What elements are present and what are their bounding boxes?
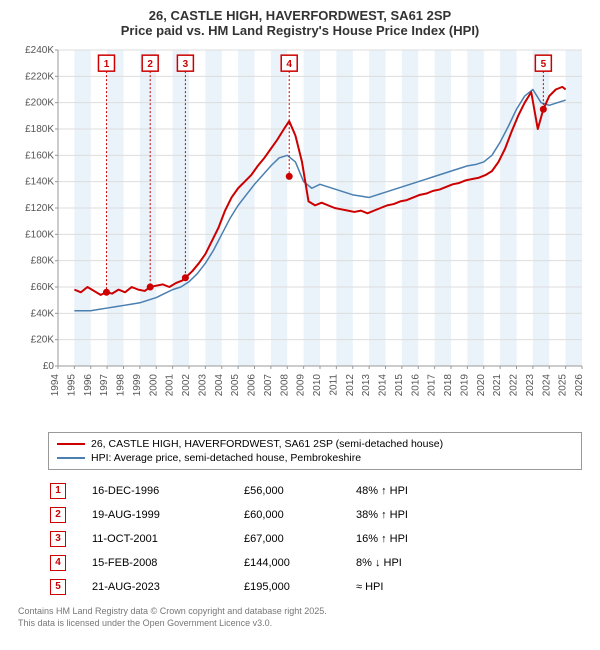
svg-text:£80K: £80K: [31, 256, 55, 267]
svg-text:2015: 2015: [394, 374, 405, 397]
legend-row-1: HPI: Average price, semi-detached house,…: [57, 451, 573, 465]
sale-hpi: 48% ↑ HPI: [356, 480, 466, 502]
svg-text:£220K: £220K: [25, 71, 54, 82]
svg-text:3: 3: [183, 59, 189, 70]
svg-text:1996: 1996: [83, 374, 94, 397]
svg-text:£140K: £140K: [25, 177, 54, 188]
sale-num-box: 1: [50, 483, 66, 499]
svg-text:2001: 2001: [165, 374, 176, 397]
svg-text:2019: 2019: [459, 374, 470, 397]
svg-text:2: 2: [147, 59, 153, 70]
svg-text:2025: 2025: [558, 374, 569, 397]
legend-swatch-1: [57, 457, 85, 459]
svg-text:2022: 2022: [509, 374, 520, 397]
svg-text:2016: 2016: [410, 374, 421, 397]
sale-price: £60,000: [244, 504, 354, 526]
svg-text:2009: 2009: [296, 374, 307, 397]
sale-price: £195,000: [244, 576, 354, 598]
legend: 26, CASTLE HIGH, HAVERFORDWEST, SA61 2SP…: [48, 432, 582, 470]
svg-text:2021: 2021: [492, 374, 503, 397]
sale-hpi: ≈ HPI: [356, 576, 466, 598]
legend-label-1: HPI: Average price, semi-detached house,…: [91, 452, 361, 464]
table-row: 3 11-OCT-2001£67,00016% ↑ HPI: [50, 528, 466, 550]
footnote-line-1: Contains HM Land Registry data © Crown c…: [18, 606, 582, 618]
svg-text:2005: 2005: [230, 374, 241, 397]
svg-text:2026: 2026: [574, 374, 585, 397]
chart-svg: £0 £20K £40K £60K £80K £100K £120K £140K £160K £1…: [10, 44, 590, 424]
svg-text:2020: 2020: [476, 374, 487, 397]
svg-text:£240K: £240K: [25, 45, 54, 56]
svg-text:1994: 1994: [50, 374, 61, 397]
svg-text:1999: 1999: [132, 374, 143, 397]
svg-text:£200K: £200K: [25, 98, 54, 109]
table-row: 2 19-AUG-1999£60,00038% ↑ HPI: [50, 504, 466, 526]
svg-text:£20K: £20K: [31, 335, 55, 346]
sale-num-box: 3: [50, 531, 66, 547]
svg-text:2007: 2007: [263, 374, 274, 397]
title-line-2: Price paid vs. HM Land Registry's House …: [6, 23, 594, 38]
svg-text:£120K: £120K: [25, 203, 54, 214]
legend-label-0: 26, CASTLE HIGH, HAVERFORDWEST, SA61 2SP…: [91, 438, 443, 450]
sale-num-box: 4: [50, 555, 66, 571]
svg-text:1: 1: [104, 59, 110, 70]
sale-date: 16-DEC-1996: [92, 480, 242, 502]
sale-price: £56,000: [244, 480, 354, 502]
table-row: 1 16-DEC-1996£56,00048% ↑ HPI: [50, 480, 466, 502]
sale-hpi: 8% ↓ HPI: [356, 552, 466, 574]
footnote: Contains HM Land Registry data © Crown c…: [18, 606, 582, 629]
sale-price: £67,000: [244, 528, 354, 550]
sale-date: 21-AUG-2023: [92, 576, 242, 598]
sale-num-box: 2: [50, 507, 66, 523]
sales-table: 1 16-DEC-1996£56,00048% ↑ HPI 2 19-AUG-1999…: [48, 478, 468, 600]
svg-text:2008: 2008: [279, 374, 290, 397]
footnote-line-2: This data is licensed under the Open Gov…: [18, 618, 582, 630]
svg-text:1997: 1997: [99, 374, 110, 397]
svg-text:2012: 2012: [345, 374, 356, 397]
title-block: 26, CASTLE HIGH, HAVERFORDWEST, SA61 2SP…: [6, 8, 594, 38]
svg-text:2010: 2010: [312, 374, 323, 397]
svg-text:2023: 2023: [525, 374, 536, 397]
svg-text:2004: 2004: [214, 374, 225, 397]
svg-text:2024: 2024: [541, 374, 552, 397]
svg-text:2002: 2002: [181, 374, 192, 397]
svg-text:4: 4: [286, 59, 292, 70]
svg-text:2000: 2000: [148, 374, 159, 397]
legend-row-0: 26, CASTLE HIGH, HAVERFORDWEST, SA61 2SP…: [57, 437, 573, 451]
svg-text:£160K: £160K: [25, 150, 54, 161]
svg-text:£60K: £60K: [31, 282, 55, 293]
legend-swatch-0: [57, 443, 85, 446]
table-row: 4 15-FEB-2008£144,0008% ↓ HPI: [50, 552, 466, 574]
table-row: 5 21-AUG-2023£195,000≈ HPI: [50, 576, 466, 598]
sale-hpi: 16% ↑ HPI: [356, 528, 466, 550]
sale-hpi: 38% ↑ HPI: [356, 504, 466, 526]
svg-text:£0: £0: [43, 361, 55, 372]
svg-text:5: 5: [541, 59, 547, 70]
sale-date: 19-AUG-1999: [92, 504, 242, 526]
svg-text:£100K: £100K: [25, 229, 54, 240]
svg-text:2013: 2013: [361, 374, 372, 397]
title-line-1: 26, CASTLE HIGH, HAVERFORDWEST, SA61 2SP: [6, 8, 594, 23]
chart: £0 £20K £40K £60K £80K £100K £120K £140K £160K £1…: [10, 44, 590, 424]
sale-price: £144,000: [244, 552, 354, 574]
svg-text:1998: 1998: [116, 374, 127, 397]
svg-text:2006: 2006: [247, 374, 258, 397]
sale-num-box: 5: [50, 579, 66, 595]
sale-date: 15-FEB-2008: [92, 552, 242, 574]
svg-text:1995: 1995: [66, 374, 77, 397]
svg-text:2014: 2014: [378, 374, 389, 397]
sale-date: 11-OCT-2001: [92, 528, 242, 550]
svg-text:2018: 2018: [443, 374, 454, 397]
svg-text:£40K: £40K: [31, 308, 55, 319]
svg-text:£180K: £180K: [25, 124, 54, 135]
svg-text:2017: 2017: [427, 374, 438, 397]
svg-text:2011: 2011: [328, 374, 339, 396]
svg-text:2003: 2003: [197, 374, 208, 397]
